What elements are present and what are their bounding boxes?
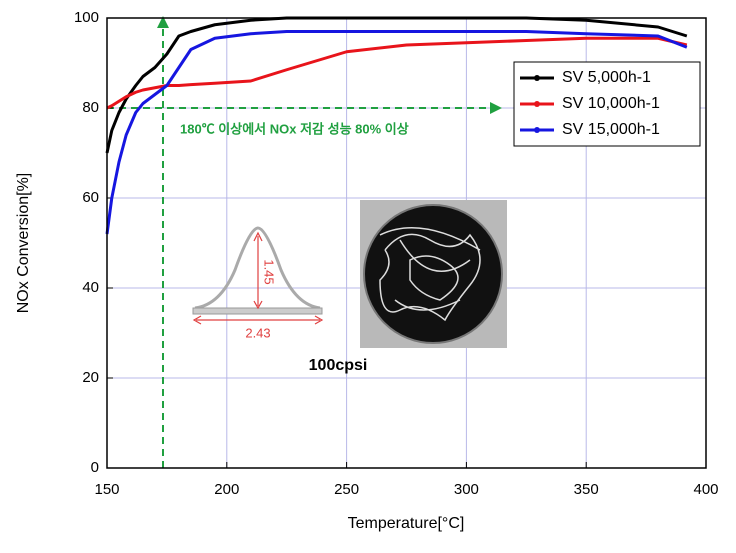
x-axis-label: Temperature[°C]	[348, 515, 465, 532]
y-tick-label: 80	[82, 99, 99, 116]
x-tick-label: 300	[454, 481, 479, 498]
inset-width: 2.43	[245, 325, 270, 340]
inset-cpsi: 100cpsi	[309, 357, 368, 374]
legend-marker	[534, 101, 540, 107]
plot-border	[106, 17, 707, 469]
legend-label: SV 5,000h-1	[562, 69, 651, 86]
x-tick-label: 400	[693, 481, 718, 498]
x-tick-label: 200	[214, 481, 239, 498]
photo-inset	[360, 200, 507, 348]
inset-height: 1.45	[262, 259, 277, 284]
y-tick-label: 100	[74, 9, 99, 26]
annotation: 180℃ 이상에서 NOx 저감 성능 80% 이상	[180, 121, 409, 136]
guide-arrows	[107, 22, 495, 468]
series-line	[105, 30, 688, 235]
legend-label: SV 10,000h-1	[562, 95, 660, 112]
y-axis-label: NOx Conversion[%]	[15, 173, 32, 314]
legend-label: SV 15,000h-1	[562, 121, 660, 138]
legend-marker	[534, 127, 540, 133]
x-tick-label: 350	[574, 481, 599, 498]
y-tick-label: 60	[82, 189, 99, 206]
y-tick-label: 0	[91, 459, 99, 476]
series-line	[106, 36, 688, 110]
y-tick-label: 40	[82, 279, 99, 296]
legend-marker	[534, 75, 540, 81]
x-tick-label: 250	[334, 481, 359, 498]
cell-diagram	[192, 226, 324, 325]
y-tick-label: 20	[82, 369, 99, 386]
x-tick-label: 150	[94, 481, 119, 498]
